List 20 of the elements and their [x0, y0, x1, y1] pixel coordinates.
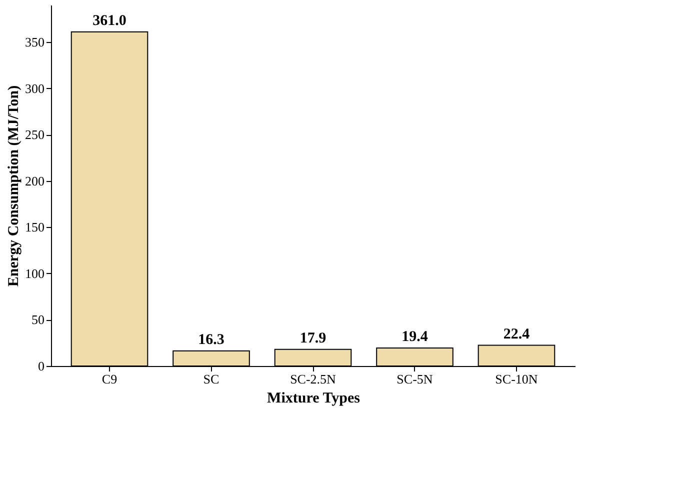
y-tick-label: 0	[38, 358, 44, 374]
x-tick-label: SC-10N	[495, 372, 538, 386]
y-tick-label: 150	[25, 220, 44, 235]
x-tick-label: SC-2.5N	[290, 372, 337, 386]
y-tick-label: 250	[25, 127, 44, 142]
data-label: 17.9	[300, 330, 326, 346]
y-axis-title: Energy Consumption (MJ/Ton)	[6, 85, 22, 287]
data-label: 16.3	[198, 332, 224, 348]
y-tick-label: 300	[25, 80, 44, 96]
y-tick-label: 50	[32, 312, 44, 328]
x-axis-title: Mixture Types	[267, 390, 360, 406]
data-label: 19.4	[402, 329, 428, 346]
data-label: 22.4	[503, 326, 530, 342]
y-tick-label: 350	[25, 34, 44, 50]
y-tick-label: 100	[25, 266, 44, 281]
x-tick-label: C9	[102, 372, 118, 386]
y-tick-label: 200	[25, 173, 44, 188]
x-tick-label: SC	[203, 372, 220, 386]
x-tick-label: SC-5N	[396, 372, 434, 386]
data-label: 361.0	[92, 12, 126, 29]
